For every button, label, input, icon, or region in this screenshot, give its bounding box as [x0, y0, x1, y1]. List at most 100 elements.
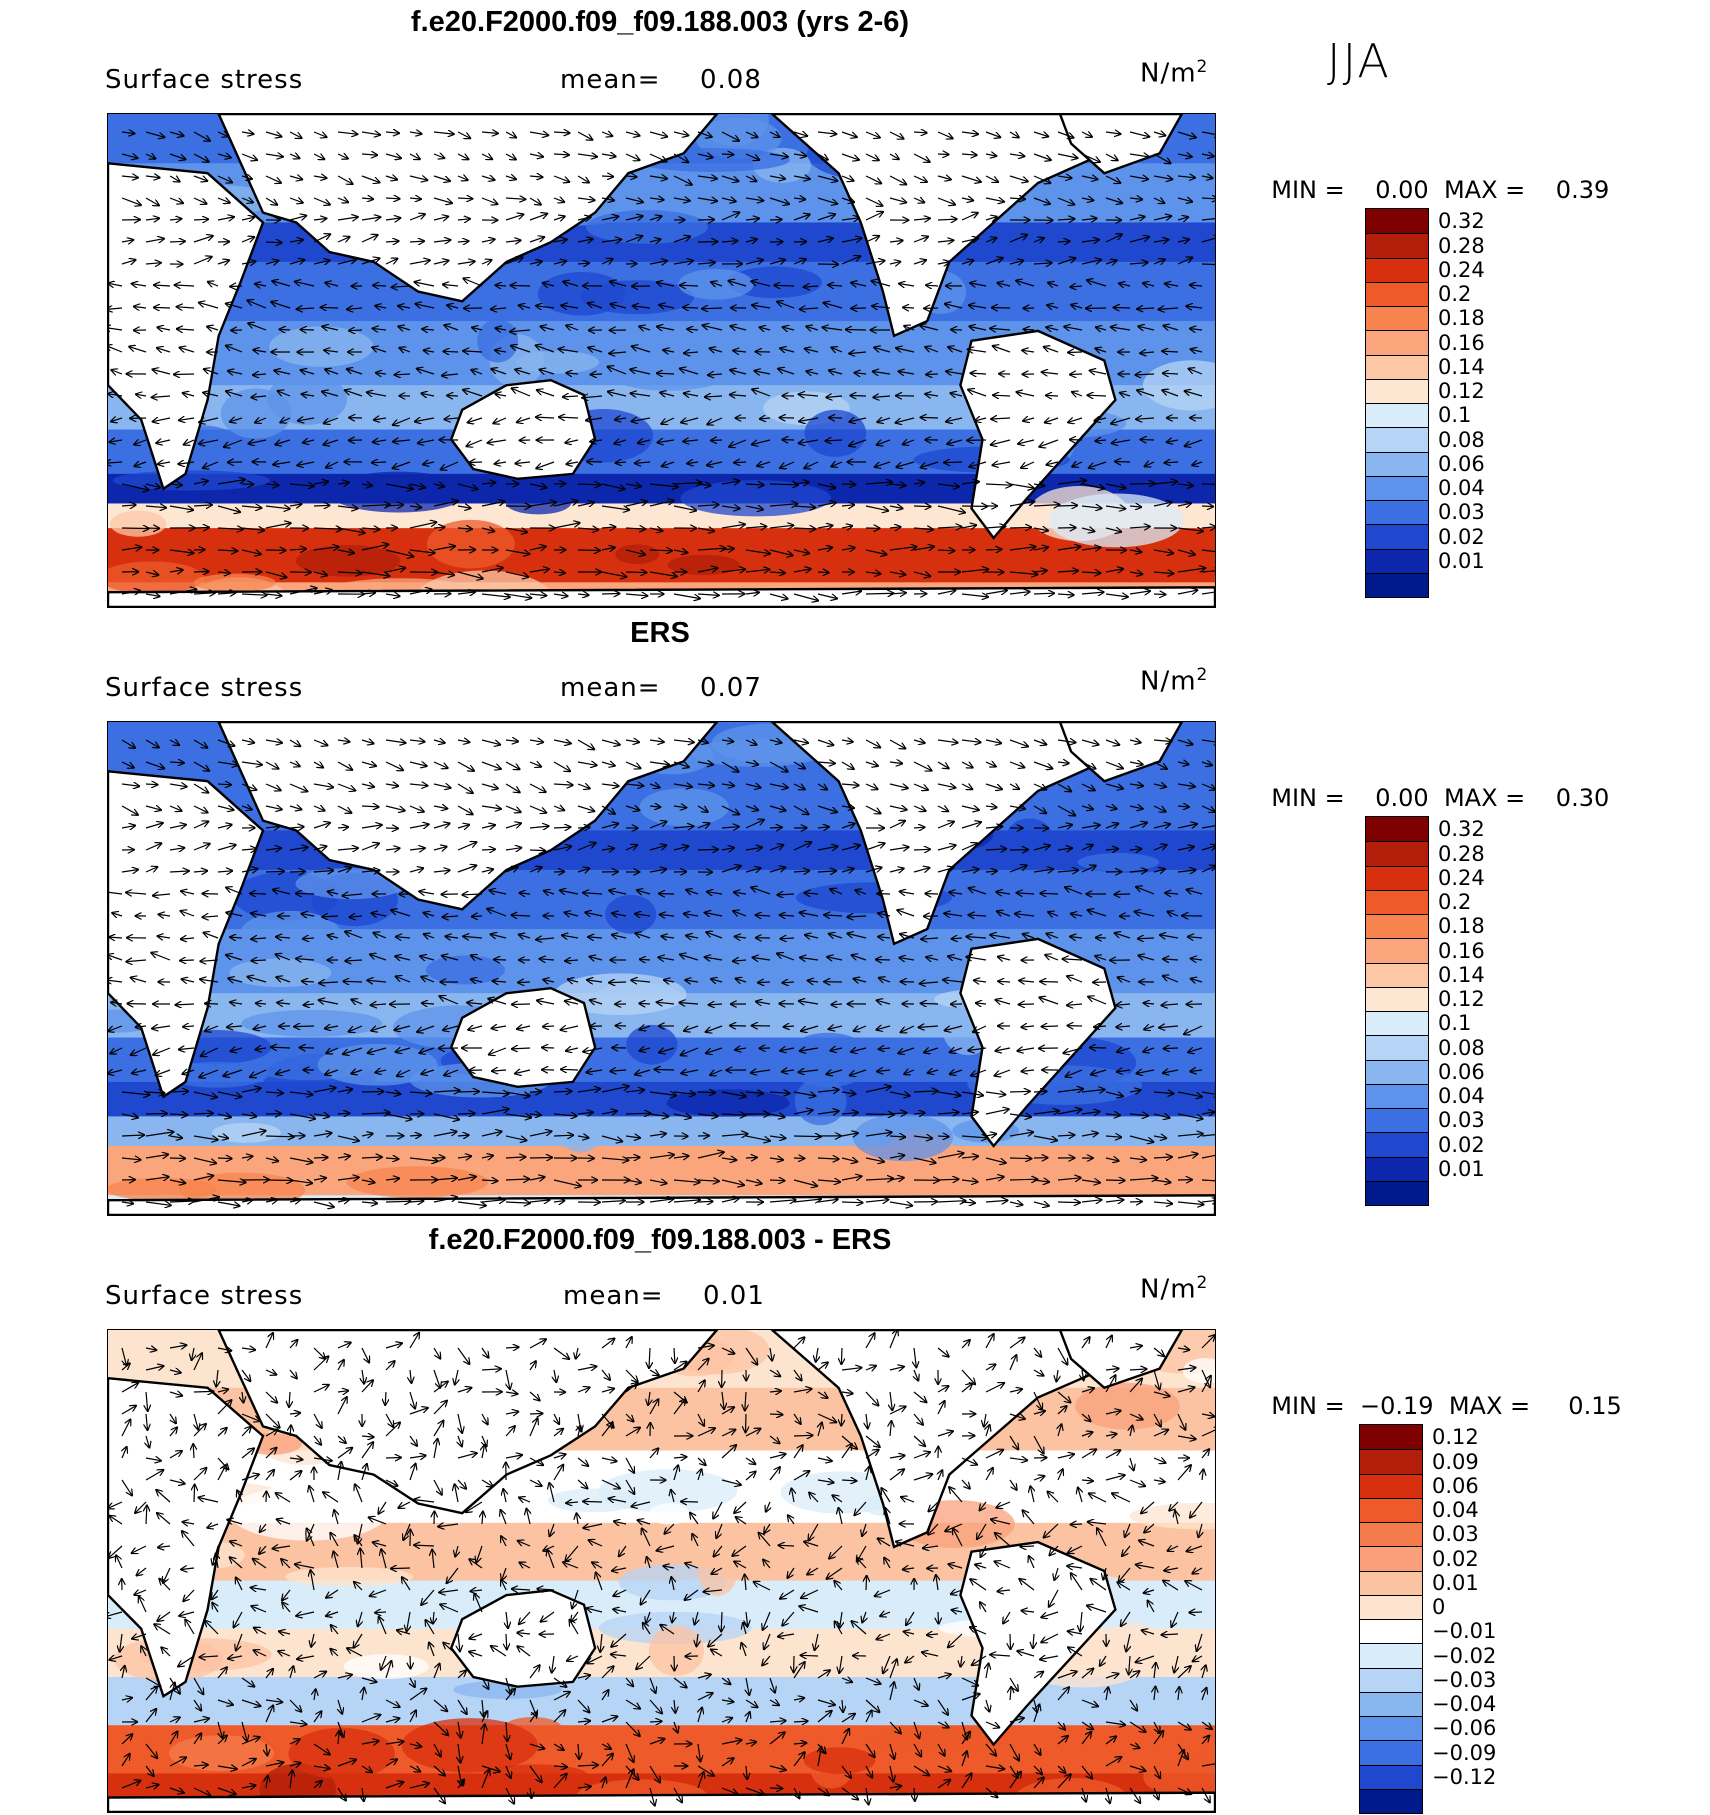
wind-vector: [1177, 198, 1192, 202]
field-blob: [1048, 493, 1184, 548]
wind-vector: [734, 462, 747, 463]
wind-vector: [1057, 258, 1075, 265]
wind-vector: [993, 395, 1011, 396]
minmax-diff: MIN = −0.19 MAX = 0.15: [1256, 1364, 1621, 1420]
wind-vector: [970, 283, 987, 286]
wind-vector: [769, 132, 779, 137]
wind-vector: [673, 175, 692, 185]
panel-mean-label-obs: mean=: [560, 673, 661, 703]
wind-vector: [985, 154, 996, 156]
colorbar-tick-label: 0.03: [1438, 1108, 1485, 1133]
wind-vector: [769, 484, 798, 485]
wind-vector: [769, 154, 788, 157]
wind-vector: [250, 893, 267, 894]
wind-vector: [481, 154, 492, 159]
panel-units-model: N/m2: [1140, 57, 1208, 89]
wind-vector: [410, 1655, 411, 1668]
wind-vector: [1042, 1026, 1059, 1027]
wind-vector: [721, 213, 739, 221]
wind-vector: [1057, 241, 1069, 242]
wind-vector: [1057, 131, 1073, 138]
wind-vector: [470, 462, 483, 463]
wind-vector: [801, 1655, 819, 1656]
field-blob: [547, 1488, 641, 1513]
wind-vector: [913, 849, 930, 850]
wind-vector: [361, 175, 379, 182]
wind-vector: [1201, 506, 1213, 507]
wind-vector: [553, 261, 566, 264]
wind-vector: [846, 330, 867, 331]
wind-vector: [505, 198, 525, 199]
wind-vector: [241, 262, 255, 265]
wind-vector: [655, 1069, 675, 1070]
season-label: JJA: [1327, 34, 1391, 88]
wind-vector: [361, 132, 380, 135]
wind-vector: [889, 131, 903, 139]
wind-vector: [1163, 373, 1179, 374]
wind-vector: [889, 175, 906, 184]
wind-vector: [385, 259, 397, 265]
wind-vector: [313, 176, 326, 178]
wind-vector: [154, 307, 171, 308]
wind-vector: [926, 285, 939, 286]
wind-vector: [457, 1113, 474, 1114]
colorbar-tick-label: 0.24: [1438, 865, 1485, 890]
wind-vector: [505, 214, 523, 221]
wind-vector: [611, 304, 627, 308]
wind-vector: [445, 325, 459, 331]
field-blob: [615, 544, 660, 565]
wind-vector: [193, 176, 207, 181]
wind-vector: [1190, 285, 1203, 286]
wind-vector: [313, 154, 324, 159]
wind-vector: [481, 260, 491, 264]
wind-vector: [625, 198, 643, 202]
wind-vector: [577, 175, 589, 183]
wind-vector: [1153, 259, 1165, 264]
wind-vector: [961, 154, 977, 155]
wind-vector: [145, 154, 155, 159]
wind-vector: [1129, 176, 1148, 179]
wind-vector: [985, 238, 996, 242]
wind-vector: [562, 305, 579, 308]
wind-vector: [553, 239, 567, 242]
colorbar-cell: [1366, 257, 1428, 282]
wind-vector: [970, 327, 987, 331]
wind-vector: [375, 306, 387, 308]
wind-vector: [349, 330, 363, 331]
wind-vector: [145, 263, 161, 264]
wind-vector: [433, 240, 450, 242]
wind-vector: [779, 1545, 795, 1546]
wind-vector: [841, 218, 859, 220]
wind-vector: [1129, 217, 1144, 220]
wind-vector: [711, 440, 723, 441]
wind-vector: [217, 154, 231, 158]
wind-vector: [265, 261, 278, 264]
wind-vector: [889, 262, 900, 264]
wind-vector: [193, 257, 212, 265]
wind-vector: [553, 175, 569, 182]
wind-vector: [721, 175, 738, 181]
wind-vector: [154, 285, 171, 286]
wind-vector: [409, 154, 420, 159]
wind-vector: [1009, 1158, 1031, 1159]
colorbar-cell: [1366, 330, 1428, 355]
wind-vector: [1009, 235, 1027, 243]
wind-vector: [1068, 352, 1083, 353]
wind-vector: [481, 176, 494, 180]
colorbar-cell: [1366, 938, 1428, 963]
wind-vector: [889, 154, 899, 159]
wind-vector: [313, 1157, 327, 1158]
wind-vector: [505, 154, 516, 159]
wind-vector: [745, 239, 757, 242]
wind-vector: [985, 175, 998, 182]
colorbar-cell: [1366, 427, 1428, 452]
colorbar-tick-label: 0.24: [1438, 257, 1485, 282]
wind-vector: [385, 154, 401, 158]
panel-mean-value-diff: 0.01: [703, 1281, 765, 1311]
field-blob: [626, 1024, 678, 1065]
wind-vector: [793, 215, 810, 221]
wind-vector: [990, 328, 1011, 330]
wind-vector: [193, 131, 210, 141]
wind-vector: [1153, 216, 1171, 220]
wind-vector: [952, 938, 963, 939]
